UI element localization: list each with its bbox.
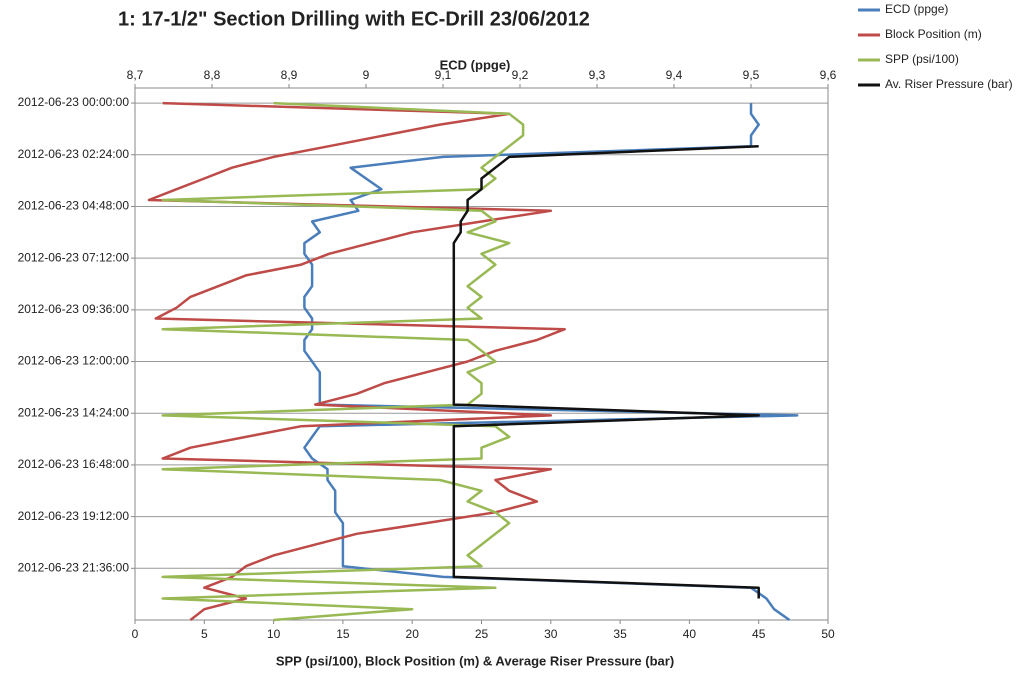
series-line xyxy=(147,101,566,621)
x-tick-label: 10 xyxy=(267,627,281,641)
x-tick-label: 0 xyxy=(132,627,139,641)
x-tick-label: 35 xyxy=(613,627,627,641)
x2-tick-label: 9,4 xyxy=(666,68,683,82)
legend-label: ECD (ppge) xyxy=(885,2,948,16)
y-tick-label: 2012-06-23 14:24:00 xyxy=(18,405,130,419)
x-tick-label: 45 xyxy=(752,627,766,641)
y-tick-label: 2012-06-23 12:00:00 xyxy=(18,354,130,368)
x2-tick-label: 9,6 xyxy=(820,68,837,82)
x2-tick-label: 9,1 xyxy=(435,68,452,82)
legend-label: SPP (psi/100) xyxy=(885,52,959,66)
top-axis-title: ECD (ppge) xyxy=(440,57,511,72)
x-tick-label: 30 xyxy=(544,627,558,641)
y-tick-label: 2012-06-23 19:12:00 xyxy=(18,509,130,523)
x2-tick-label: 8,7 xyxy=(127,68,144,82)
x-tick-label: 15 xyxy=(336,627,350,641)
series-line xyxy=(303,103,799,622)
y-tick-label: 2012-06-23 09:36:00 xyxy=(18,302,130,316)
x2-tick-label: 9,5 xyxy=(743,68,760,82)
x2-tick-label: 8,8 xyxy=(204,68,221,82)
x2-tick-label: 9,2 xyxy=(512,68,529,82)
chart-title: 1: 17-1/2" Section Drilling with EC-Dril… xyxy=(118,8,590,30)
y-tick-label: 2012-06-23 21:36:00 xyxy=(18,560,130,574)
x-tick-label: 40 xyxy=(683,627,697,641)
x-tick-label: 25 xyxy=(475,627,489,641)
y-tick-label: 2012-06-23 00:00:00 xyxy=(18,95,130,109)
series-line xyxy=(452,144,760,599)
x-tick-label: 50 xyxy=(821,627,835,641)
y-tick-label: 2012-06-23 07:12:00 xyxy=(18,250,130,264)
y-tick-label: 2012-06-23 16:48:00 xyxy=(18,457,130,471)
x2-tick-label: 9,3 xyxy=(589,68,606,82)
x2-tick-label: 8,9 xyxy=(281,68,298,82)
legend-label: Block Position (m) xyxy=(885,27,982,41)
x2-tick-label: 9 xyxy=(363,68,370,82)
y-tick-label: 2012-06-23 04:48:00 xyxy=(18,199,130,213)
bottom-axis-title: SPP (psi/100), Block Position (m) & Aver… xyxy=(276,653,674,668)
legend-label: Av. Riser Pressure (bar) xyxy=(885,77,1013,91)
x-tick-label: 20 xyxy=(406,627,420,641)
y-tick-label: 2012-06-23 02:24:00 xyxy=(18,147,130,161)
x-tick-label: 5 xyxy=(201,627,208,641)
